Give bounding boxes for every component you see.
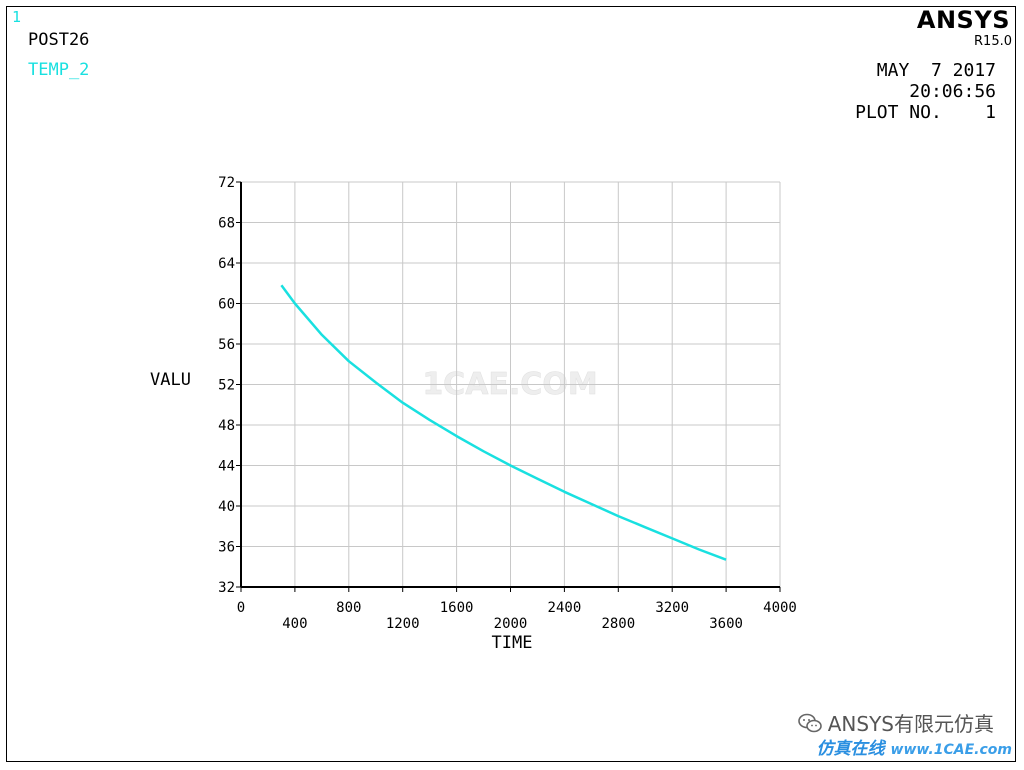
- y-tick-label: 40: [218, 499, 235, 515]
- y-tick-label: 64: [218, 256, 235, 272]
- y-tick-label: 52: [218, 378, 235, 394]
- y-tick-label: 72: [218, 175, 235, 191]
- plot-metadata: MAY 7 2017 20:06:56 PLOT NO. 1: [855, 60, 996, 123]
- window-number: 1: [12, 8, 22, 26]
- plot-number: PLOT NO. 1: [855, 102, 996, 123]
- x-axis-label: TIME: [492, 633, 533, 653]
- x-tick-label: 2400: [548, 600, 582, 616]
- x-tick-label: 3200: [655, 600, 689, 616]
- x-tick-label: 1200: [386, 616, 420, 632]
- x-tick-label: 400: [282, 616, 307, 632]
- plot-date: MAY 7 2017: [876, 60, 996, 81]
- site-watermark: 仿真在线 www.1CAE.com: [817, 734, 1012, 759]
- site-url: www.1CAE.com: [890, 742, 1012, 758]
- x-tick-label: 4000: [763, 600, 797, 616]
- y-tick-label: 36: [218, 540, 235, 556]
- y-tick-label: 56: [218, 337, 235, 353]
- wechat-watermark: ANSYS有限元仿真: [797, 708, 994, 737]
- y-tick-label: 44: [218, 459, 235, 475]
- x-tick-label: 800: [336, 600, 361, 616]
- y-tick-label: 60: [218, 297, 235, 313]
- series-layer: [280, 284, 727, 561]
- y-tick-label: 48: [218, 418, 235, 434]
- wechat-account-name: ANSYS有限元仿真: [827, 712, 994, 736]
- y-tick-label: 32: [218, 580, 235, 596]
- ansys-logo: ANSYS: [916, 6, 1010, 34]
- variable-legend-label: TEMP_2: [28, 60, 90, 80]
- wechat-icon: [797, 713, 822, 732]
- x-tick-label: 3600: [709, 616, 743, 632]
- grid-lines: [241, 181, 781, 587]
- y-tick-label: 68: [218, 216, 235, 232]
- x-tick-label: 2800: [601, 616, 635, 632]
- series-line-temp-2: [280, 284, 727, 561]
- axes: [236, 181, 781, 592]
- x-tick-label: 2000: [494, 616, 528, 632]
- tick-labels: 32 36 40 44 48 52 56 60 64 68 72 0 400 800 1200 1600 200…: [218, 175, 797, 632]
- x-tick-label: 1600: [440, 600, 474, 616]
- site-name-cn: 仿真在线: [816, 739, 885, 759]
- post-processor-label: POST26: [28, 30, 90, 50]
- plot-time: 20:06:56: [909, 81, 996, 102]
- release-version: R15.0: [974, 34, 1012, 49]
- y-axis-label: VALU: [150, 370, 191, 390]
- x-tick-label: 0: [237, 600, 245, 616]
